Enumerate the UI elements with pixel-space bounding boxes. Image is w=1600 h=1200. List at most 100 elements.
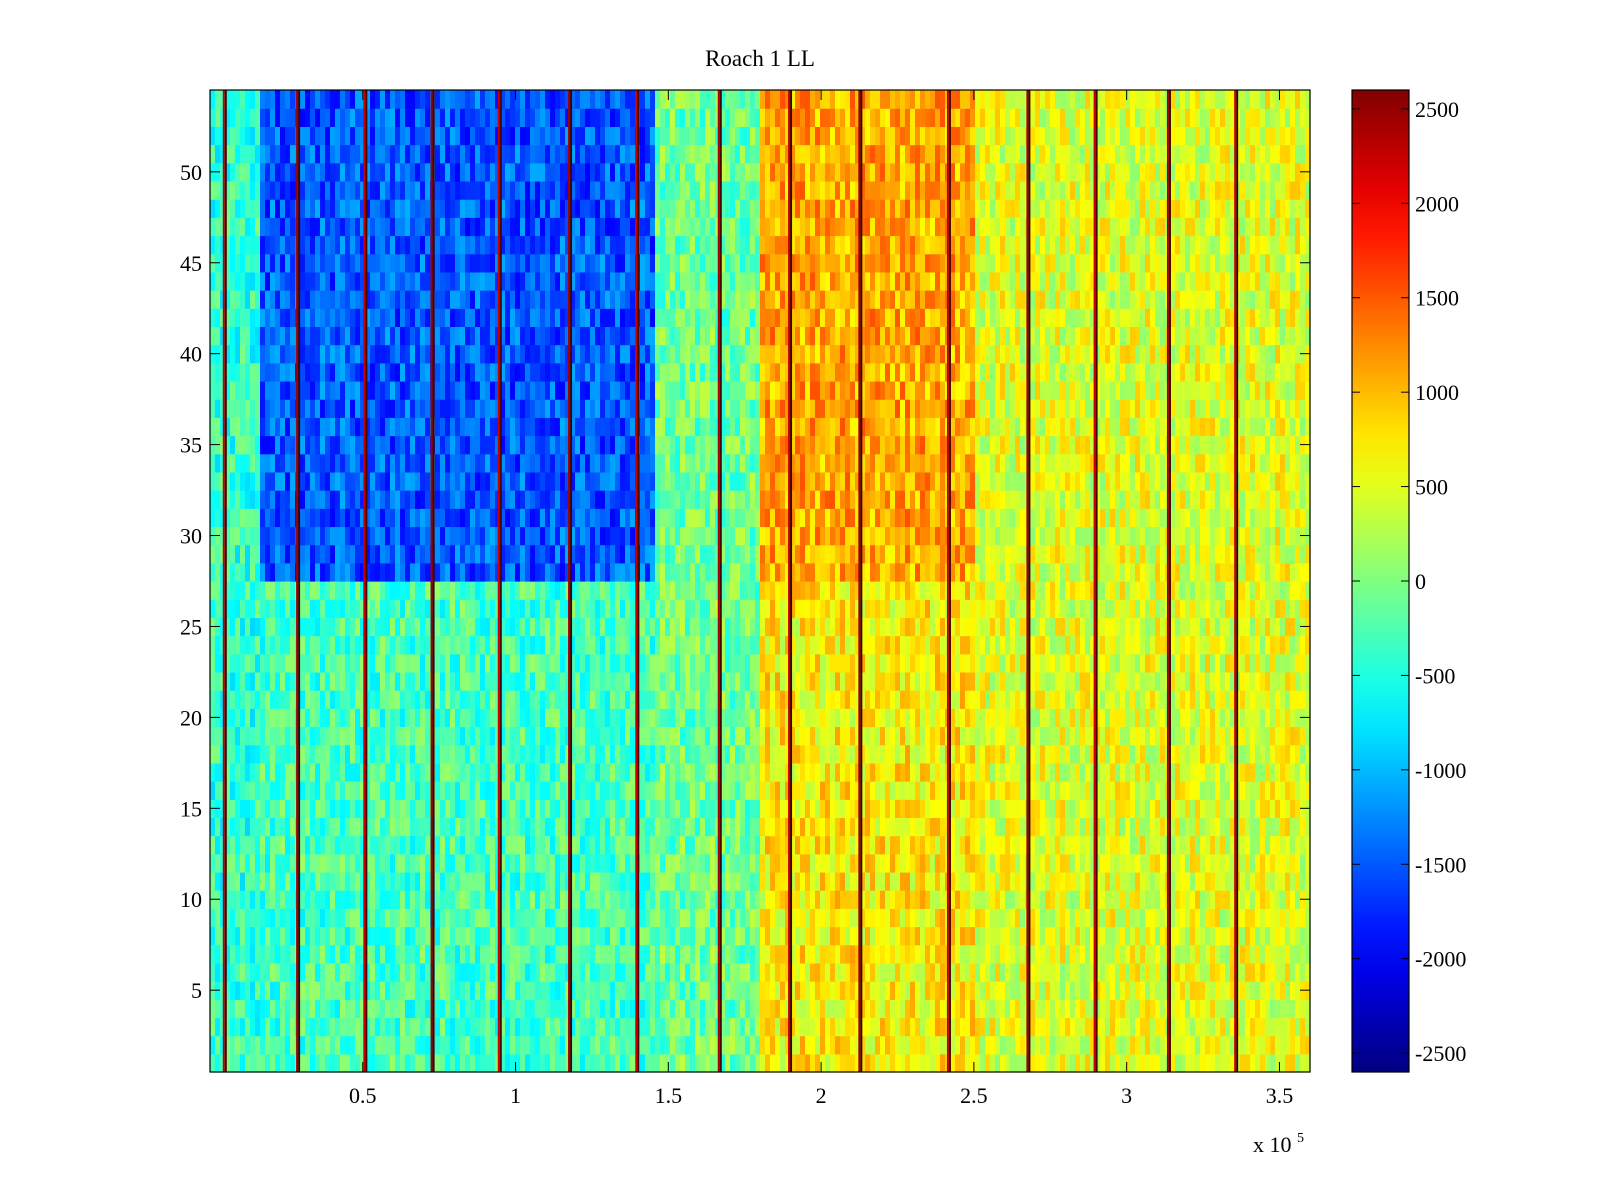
heatmap-cell — [785, 962, 791, 982]
heatmap-cell — [790, 781, 796, 800]
heatmap-cell — [345, 744, 351, 764]
heatmap-cell — [755, 926, 761, 946]
heatmap-cell — [1250, 1017, 1256, 1037]
heatmap-cell — [225, 1035, 231, 1055]
heatmap-cell — [1210, 981, 1216, 1000]
heatmap-cell — [365, 926, 371, 946]
heatmap-cell — [1200, 890, 1206, 909]
heatmap-cell — [395, 653, 401, 673]
heatmap-cell — [660, 817, 666, 837]
heatmap-cell — [790, 853, 796, 873]
heatmap-cell — [935, 853, 941, 873]
heatmap-cell — [1035, 671, 1041, 691]
heatmap-cell — [795, 762, 801, 782]
heatmap-cell — [885, 853, 891, 873]
heatmap-cell — [330, 817, 336, 837]
heatmap-cell — [700, 744, 706, 764]
heatmap-cell — [320, 653, 326, 673]
heatmap-cell — [330, 962, 336, 982]
heatmap-cell — [710, 1035, 716, 1055]
heatmap-cell — [335, 1017, 341, 1037]
heatmap-cell — [760, 817, 766, 837]
heatmap-cell — [420, 853, 426, 873]
heatmap-cell — [605, 744, 611, 764]
heatmap-cell — [645, 726, 651, 746]
heatmap-cell — [830, 999, 836, 1019]
heatmap-cell — [695, 708, 701, 728]
heatmap-cell — [940, 835, 946, 855]
heatmap-cell — [1215, 944, 1221, 964]
heatmap-cell — [315, 1053, 321, 1073]
heatmap-cell — [1285, 1053, 1291, 1073]
heatmap-cell — [1065, 762, 1071, 782]
heatmap-cell — [975, 871, 981, 891]
heatmap-cell — [880, 653, 886, 673]
heatmap-cell — [1100, 762, 1106, 782]
heatmap-cell — [1085, 890, 1091, 909]
heatmap-cell — [720, 799, 726, 819]
heatmap-cell — [890, 962, 896, 982]
heatmap-cell — [600, 1017, 606, 1037]
heatmap-cell — [660, 926, 666, 946]
heatmap-cell — [815, 799, 821, 819]
heatmap-cell — [730, 835, 736, 855]
heatmap-cell — [825, 926, 831, 946]
heatmap-cell — [975, 1035, 981, 1055]
heatmap-cell — [320, 671, 326, 691]
heatmap-cell — [915, 981, 921, 1000]
heatmap-cell — [755, 871, 761, 891]
heatmap-cell — [780, 744, 786, 764]
heatmap-cell — [490, 744, 496, 764]
heatmap-cell — [585, 853, 591, 873]
heatmap-cell — [395, 962, 401, 982]
heatmap-cell — [860, 962, 866, 982]
heatmap-cell — [765, 944, 771, 964]
heatmap-cell — [1060, 1035, 1066, 1055]
heatmap-cell — [1065, 690, 1071, 709]
heatmap-cell — [710, 1017, 716, 1037]
heatmap-cell — [825, 671, 831, 691]
heatmap-cell — [215, 835, 221, 855]
heatmap-cell — [845, 835, 851, 855]
heatmap-cell — [575, 690, 581, 709]
heatmap-cell — [605, 781, 611, 800]
heatmap-cell — [245, 1053, 251, 1073]
heatmap-cell — [505, 908, 511, 928]
heatmap-cell — [875, 781, 881, 800]
heatmap-cell — [350, 962, 356, 982]
heatmap-cell — [1255, 999, 1261, 1019]
heatmap-cell — [335, 799, 341, 819]
heatmap-cell — [1110, 726, 1116, 746]
heatmap-cell — [570, 890, 576, 909]
heatmap-cell — [1160, 853, 1166, 873]
heatmap-cell — [580, 671, 586, 691]
heatmap-cell — [1020, 781, 1026, 800]
heatmap-cell — [1255, 908, 1261, 928]
heatmap-cell — [1035, 762, 1041, 782]
heatmap-cell — [820, 962, 826, 982]
heatmap-cell — [1035, 1017, 1041, 1037]
heatmap-cell — [1000, 817, 1006, 837]
heatmap-cell — [650, 1017, 656, 1037]
heatmap-cell — [240, 671, 246, 691]
heatmap-cell — [640, 999, 646, 1019]
heatmap-cell — [1010, 908, 1016, 928]
heatmap-cell — [1280, 671, 1286, 691]
heatmap-cell — [800, 835, 806, 855]
heatmap-cell — [695, 1017, 701, 1037]
heatmap-cell — [1060, 799, 1066, 819]
heatmap-cell — [1030, 726, 1036, 746]
heatmap-cell — [345, 817, 351, 837]
heatmap-cell — [585, 762, 591, 782]
heatmap-cell — [560, 835, 566, 855]
heatmap-cell — [395, 671, 401, 691]
heatmap-cell — [1130, 981, 1136, 1000]
heatmap-cell — [905, 1053, 911, 1073]
heatmap-cell — [1265, 926, 1271, 946]
heatmap-cell — [660, 1017, 666, 1037]
heatmap-cell — [585, 744, 591, 764]
heatmap-cell — [300, 690, 306, 709]
heatmap-cell — [985, 835, 991, 855]
heatmap-cell — [880, 871, 886, 891]
heatmap-cell — [980, 944, 986, 964]
